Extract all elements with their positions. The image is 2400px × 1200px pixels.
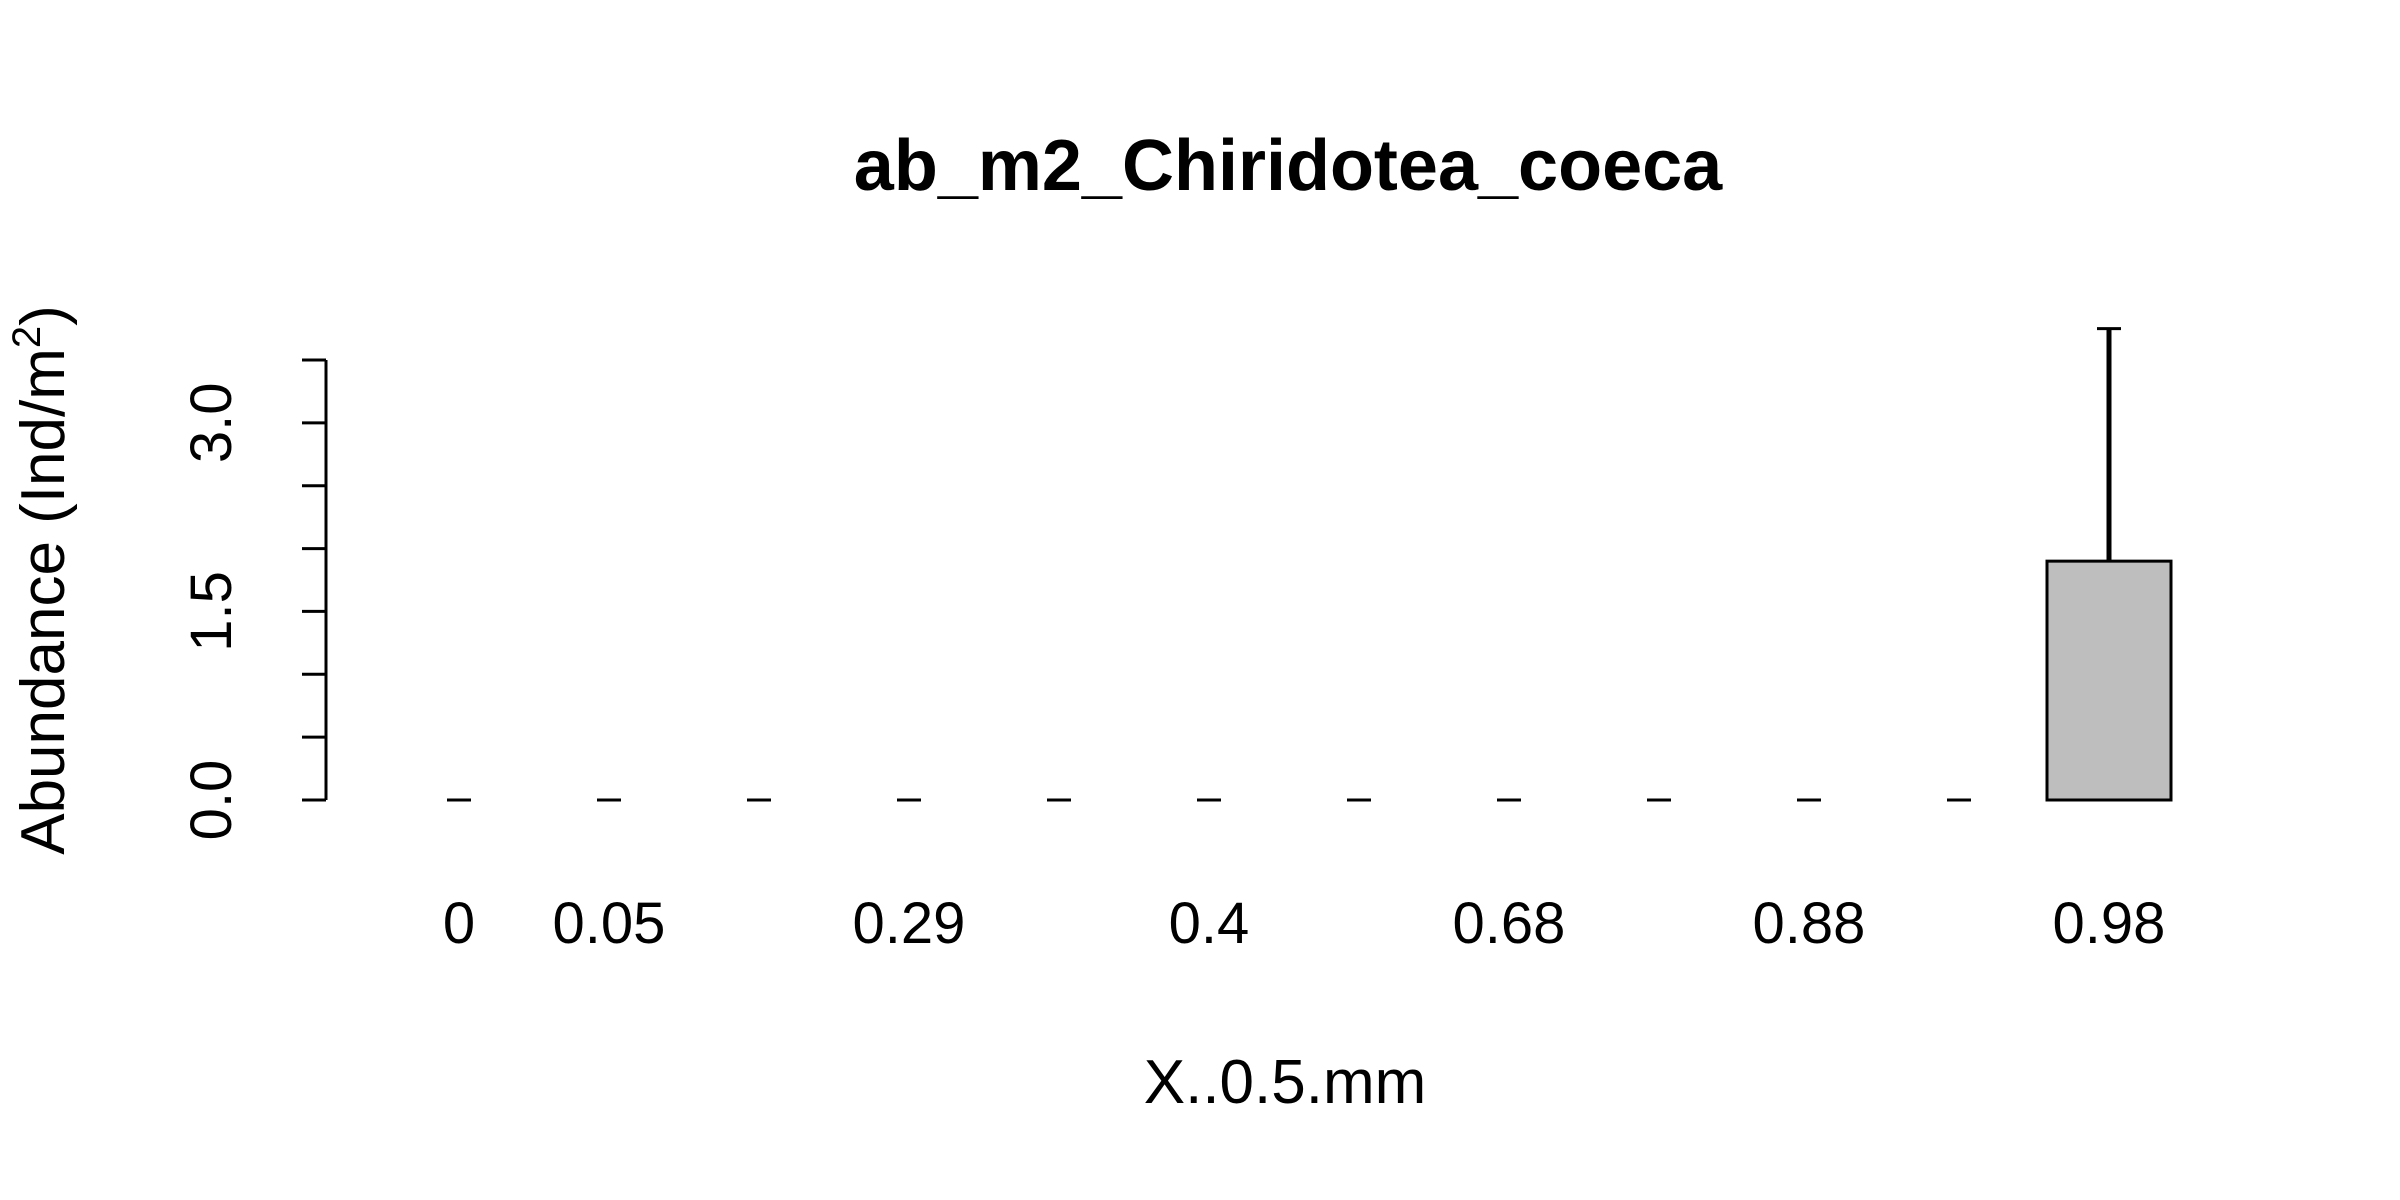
x-tick-label: 0.98 [2053,891,2166,956]
x-axis-label: X..0.5.mm [1144,1048,1427,1117]
bars [2045,559,2173,802]
y-axis-label-superscript: 2 [5,326,49,348]
bar [2045,559,2173,802]
chart-title: ab_m2_Chiridotea_coeca [854,126,1723,206]
x-tick-label: 0.05 [553,891,666,956]
x-tick-label: 0.68 [1453,891,1566,956]
x-tick-label: 0.88 [1753,891,1866,956]
x-tick-label: 0.4 [1169,891,1250,956]
y-tick-label: 1.5 [179,571,244,652]
y-axis-label-main: Abundance (Ind/m [9,348,78,855]
x-tick-labels: 0 0.05 0.29 0.4 0.68 0.88 0.98 [443,891,2166,956]
y-tick-label: 3.0 [179,383,244,464]
y-axis-label: Abundance (Ind/m2) [5,305,78,855]
y-axis: 0.0 1.5 3.0 [179,358,328,841]
y-axis-label-suffix: ) [9,305,78,326]
x-tick-label: 0.29 [853,891,966,956]
x-tick-label: 0 [443,891,475,956]
y-tick-label: 0.0 [179,760,244,841]
error-bars [447,327,2121,802]
